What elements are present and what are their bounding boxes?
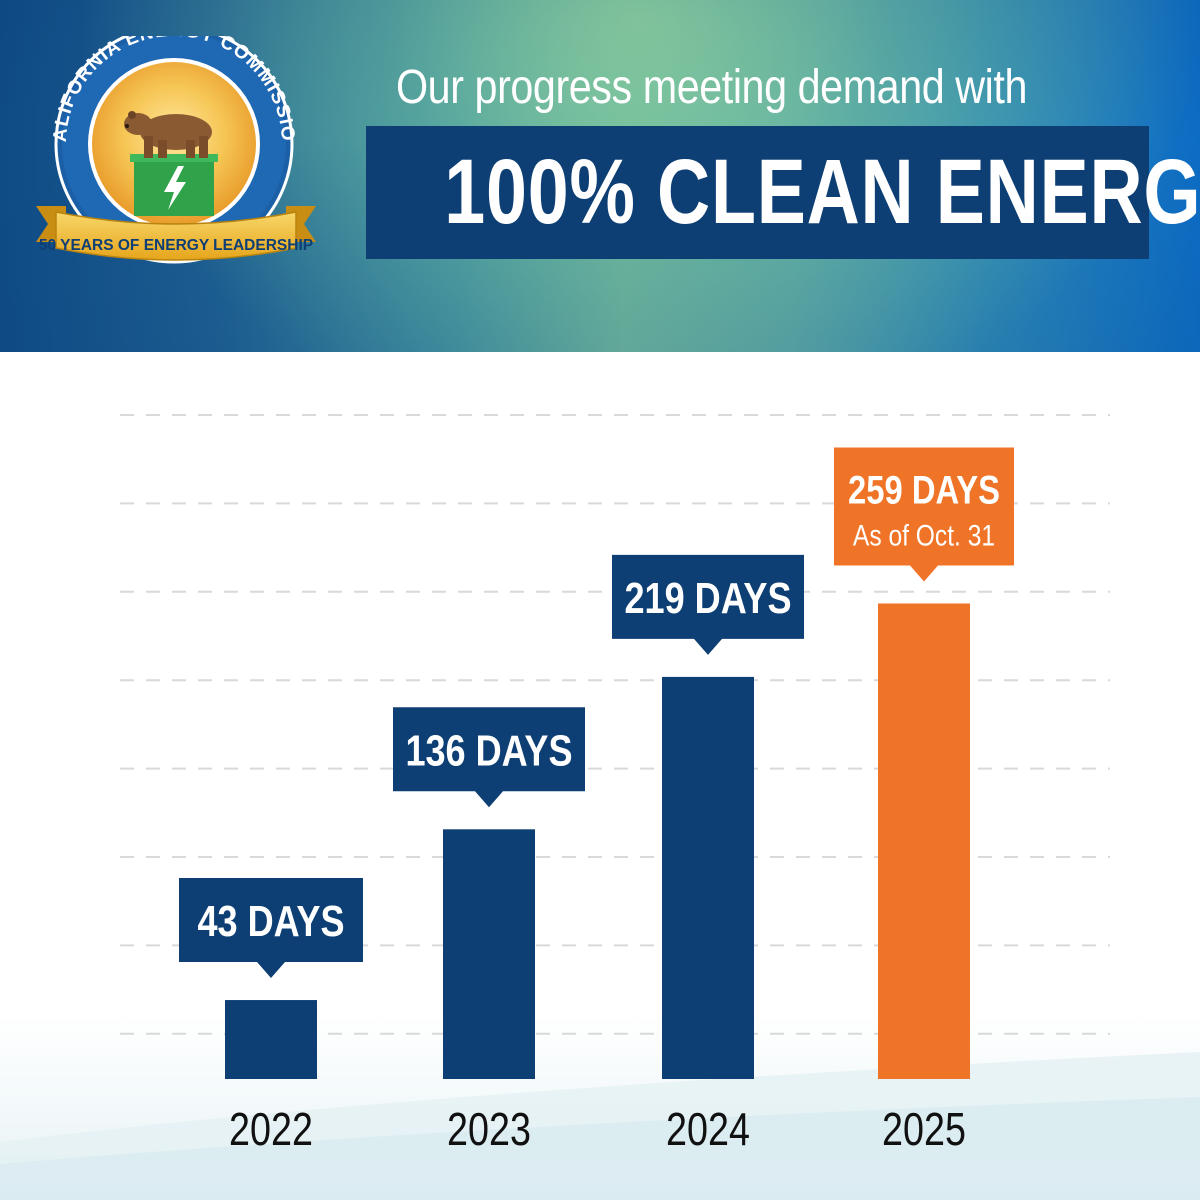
seal-ribbon-text: 50 YEARS OF ENERGY LEADERSHIP: [39, 237, 313, 254]
ribbon-banner: 50 YEARS OF ENERGY LEADERSHIP: [36, 206, 316, 261]
value-label: 219 DAYS: [624, 574, 791, 623]
year-label: 2024: [666, 1103, 750, 1154]
value-label: 136 DAYS: [405, 726, 572, 775]
year-label: 2025: [882, 1103, 966, 1154]
lightning-bolt-icon: [130, 154, 218, 216]
bar-2024: [662, 676, 754, 1079]
year-label: 2022: [229, 1103, 313, 1154]
callout-box-2024: [612, 554, 804, 655]
title-box: 100% CLEAN ENERGY: [366, 126, 1200, 259]
callout-box-2023: [393, 707, 585, 808]
subtitle: Our progress meeting demand with: [396, 61, 1027, 114]
bar-chart: 43 DAYS 2022 136 DAYS 2023 219 DAYS 2024 259 D…: [120, 414, 1110, 1155]
bar-2023: [443, 829, 535, 1079]
cec-seal-logo: CALIFORNIA ENERGY COMMISSION: [26, 36, 316, 264]
value-label: 259 DAYS: [848, 467, 1000, 512]
value-note: As of Oct. 31: [853, 518, 995, 552]
chart-area: 43 DAYS 2022 136 DAYS 2023 219 DAYS 2024 259 D…: [0, 352, 1200, 1200]
bar-2022: [225, 1000, 317, 1079]
value-label: 43 DAYS: [197, 897, 344, 946]
page-title: 100% CLEAN ENERGY: [444, 141, 1200, 243]
callout-box-2025: [834, 447, 1014, 582]
bottom-swoosh: [0, 1052, 1200, 1200]
header-banner: Our progress meeting demand with 100% CL…: [0, 0, 1200, 352]
callout-box-2022: [179, 878, 363, 979]
year-label: 2023: [447, 1103, 531, 1154]
bear-icon: [124, 111, 212, 158]
bar-2025: [878, 603, 970, 1079]
